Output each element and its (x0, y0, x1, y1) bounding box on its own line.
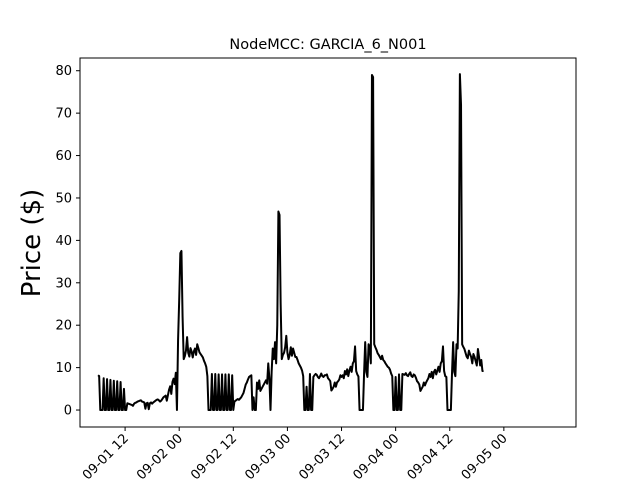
y-tick-label: 40 (55, 234, 72, 249)
price-series-line (97, 73, 484, 412)
y-tick-label: 80 (55, 64, 72, 79)
y-axis-label: Price ($) (17, 189, 47, 298)
y-tick-label: 30 (55, 276, 72, 291)
y-tick-label: 70 (55, 107, 72, 122)
plot-area-frame (79, 57, 577, 428)
y-tick-label: 50 (55, 191, 72, 206)
chart-title: NodeMCC: GARCIA_6_N001 (229, 37, 426, 53)
y-tick-label: 60 (55, 149, 72, 164)
y-tick-label: 20 (55, 319, 72, 334)
y-tick-label: 0 (64, 404, 72, 419)
y-axis: 0 10 20 30 40 50 60 70 80 (55, 64, 80, 419)
y-tick-label: 10 (55, 361, 72, 376)
